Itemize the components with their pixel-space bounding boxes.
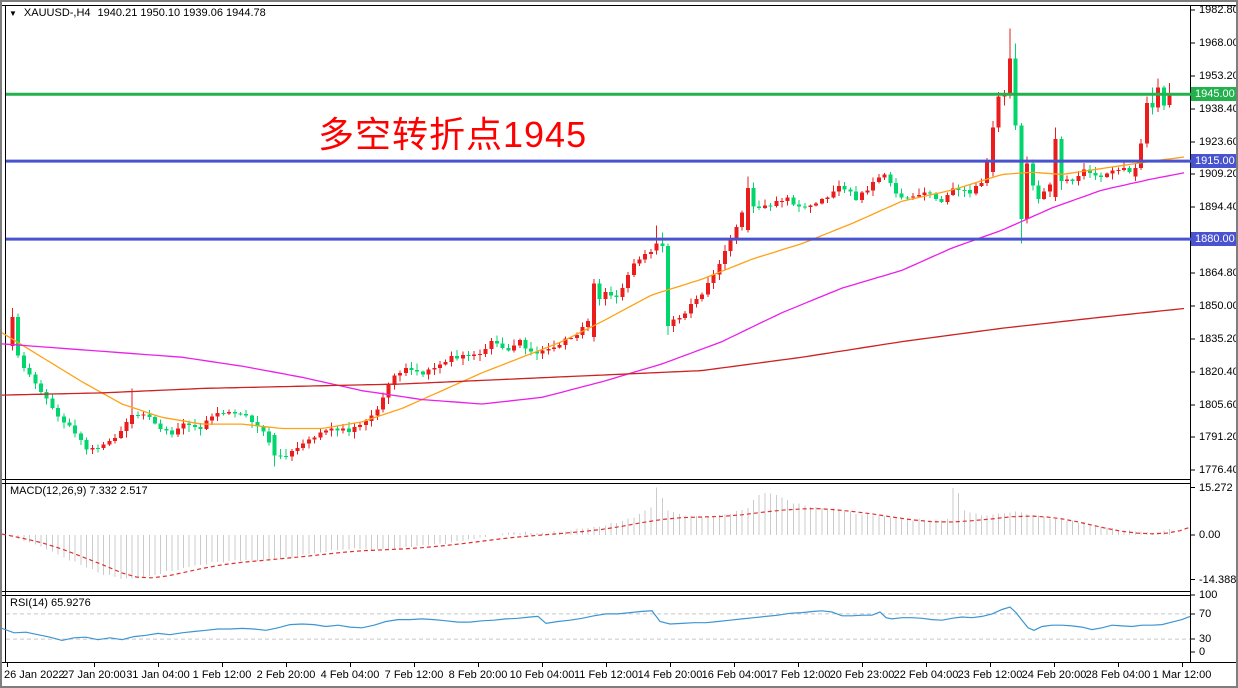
rsi-scale-label: 70 [1199,607,1212,620]
price-level-badge: 1945.00 [1191,87,1236,102]
time-tick-label: 31 Jan 04:00 [126,669,190,681]
price-tick-label: 1894.40 [1199,201,1238,213]
price-tick-label: 1820.40 [1199,365,1238,378]
macd-signal-line [2,507,1191,579]
rsi-line [2,606,1191,642]
chart-title: ▼ XAUUSD-,H4 1940.21 1950.10 1939.06 194… [9,7,266,19]
macd-histogram [12,487,1171,579]
time-tick-label: 1 Mar 12:00 [1152,669,1212,681]
time-tick-label: 14 Feb 20:00 [637,669,703,681]
rsi-level-lines [6,613,1191,640]
price-tick-label: 1982.80 [1199,4,1238,16]
symbol-period-label: XAUUSD-,H4 [23,7,91,19]
rsi-scale-label: 0 [1199,646,1206,658]
price-tick-label: 1850.00 [1199,299,1238,312]
price-tick-label: 1923.60 [1199,135,1238,148]
ma-mid-line [2,172,1185,405]
time-tick-label: 22 Feb 04:00 [893,669,959,681]
price-tick-label: 1835.20 [1199,332,1238,345]
annotation-text[interactable]: 多空转折点1945 [318,114,588,155]
price-tick-label: 1864.80 [1199,266,1238,279]
ohlc-readout: 1940.21 1950.10 1939.06 1944.78 [97,7,266,19]
rsi-indicator-label: RSI(14) 65.9276 [10,597,91,609]
time-tick-label: 11 Feb 12:00 [573,669,639,681]
panel-frames [2,5,1236,663]
time-tick-label: 16 Feb 04:00 [701,669,767,681]
macd-scale-label: 0.00 [1199,529,1221,541]
candles-series [10,28,1172,467]
time-tick-label: 23 Feb 12:00 [957,669,1023,681]
price-level-badge: 1880.00 [1191,232,1236,247]
price-tick-label: 1776.40 [1199,464,1238,476]
time-tick-label: 4 Feb 04:00 [320,669,380,681]
ma-fast-line [2,156,1185,430]
price-tick-label: 1805.60 [1199,398,1238,411]
rsi-scale-label: 30 [1199,633,1212,646]
time-tick-label: 27 Jan 20:00 [62,669,126,681]
time-tick-label: 2 Feb 20:00 [256,669,316,681]
macd-scale-label: -14.388 [1199,573,1237,586]
price-tick-label: 1909.20 [1199,168,1238,181]
rsi-scale-label: 100 [1199,589,1218,601]
time-tick-label: 10 Feb 04:00 [509,669,575,681]
time-tick-label: 1 Feb 12:00 [192,669,252,681]
time-tick-label: 26 Jan 2022 [4,669,65,681]
symbol-dropdown-icon[interactable]: ▼ [9,8,17,18]
price-tick-label: 1953.20 [1199,69,1238,82]
price-level-badge: 1915.00 [1191,154,1236,169]
macd-indicator-label: MACD(12,26,9) 7.332 2.517 [10,485,148,497]
time-tick-label: 7 Feb 12:00 [384,669,444,681]
time-tick-label: 8 Feb 20:00 [448,669,508,681]
macd-scale-label: 15.272 [1199,481,1233,494]
axis-ticks [7,9,1195,667]
time-tick-label: 28 Feb 04:00 [1085,669,1151,681]
price-tick-label: 1968.00 [1199,36,1238,49]
ma-slow-line [2,307,1185,396]
time-tick-label: 17 Feb 12:00 [765,669,831,681]
time-tick-label: 24 Feb 20:00 [1021,669,1087,681]
price-tick-label: 1938.40 [1199,102,1238,115]
price-tick-label: 1791.20 [1199,431,1238,443]
time-tick-label: 20 Feb 23:00 [829,669,895,681]
